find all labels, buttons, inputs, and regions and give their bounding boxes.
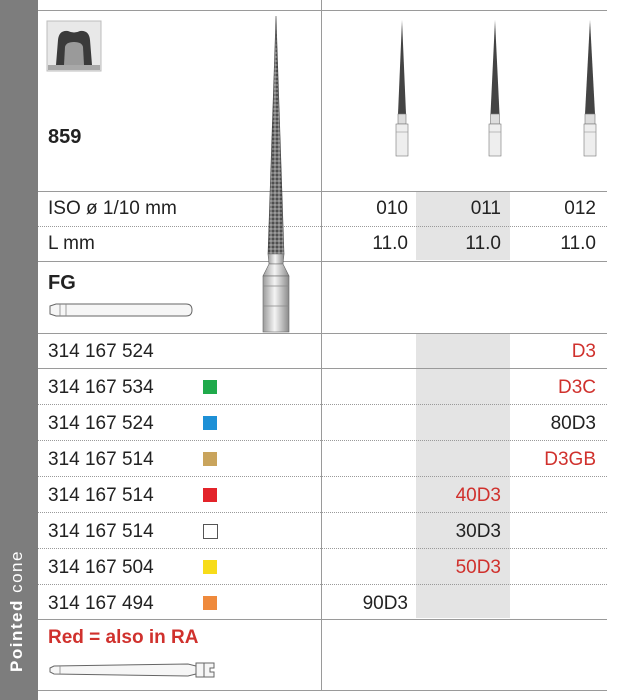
divider-row-7	[38, 584, 607, 585]
divider-dotted	[38, 226, 607, 227]
order-code: 314 167 524	[48, 413, 154, 434]
divider-footer	[38, 619, 607, 620]
color-ring-swatch	[203, 524, 218, 539]
length-value-012: 11.0	[560, 233, 596, 254]
ra-shank-icon	[49, 662, 215, 678]
color-ring-swatch	[203, 416, 217, 430]
iso-value-012: 012	[564, 198, 596, 219]
length-value-010: 11.0	[372, 233, 408, 254]
iso-label: ISO ø 1/10 mm	[48, 198, 177, 219]
order-code: 314 167 514	[48, 521, 154, 542]
column-divider	[321, 0, 322, 690]
divider-header	[38, 191, 607, 192]
length-value-011: 11.0	[465, 233, 501, 254]
table-bottom-border	[38, 690, 607, 691]
divider-shank	[38, 261, 607, 262]
bur-size-011-image	[488, 20, 502, 157]
divider-rows-top	[38, 333, 607, 334]
order-code: 314 167 514	[48, 449, 154, 470]
side-band: Pointed cone	[0, 0, 38, 700]
order-value: 50D3	[455, 557, 501, 578]
color-ring-swatch	[203, 560, 217, 574]
color-ring-swatch	[203, 488, 217, 502]
order-code: 314 167 504	[48, 557, 154, 578]
iso-value-011: 011	[470, 198, 501, 219]
order-value: 40D3	[455, 485, 501, 506]
iso-value-010: 010	[376, 198, 408, 219]
side-label: Pointed cone	[7, 550, 27, 672]
order-value: D3	[571, 341, 596, 362]
color-ring-swatch	[203, 452, 217, 466]
crown-preparation-icon	[46, 20, 102, 72]
product-number: 859	[48, 126, 82, 148]
order-code: 314 167 494	[48, 593, 154, 614]
order-value: 80D3	[550, 413, 596, 434]
fg-shank-icon	[49, 303, 193, 317]
divider-row-6	[38, 548, 607, 549]
side-label-regular: cone	[7, 550, 26, 593]
bur-size-012-image	[583, 20, 597, 157]
divider-row-4	[38, 476, 607, 477]
table-top-border	[38, 10, 607, 11]
divider-row-5	[38, 512, 607, 513]
shank-label: FG	[48, 272, 76, 294]
order-value: D3C	[557, 377, 596, 398]
order-code: 314 167 524	[48, 341, 154, 362]
side-label-bold: Pointed	[7, 599, 26, 672]
order-code: 314 167 514	[48, 485, 154, 506]
footer-note: Red = also in RA	[48, 627, 199, 648]
color-ring-swatch	[203, 380, 217, 394]
order-value: 90D3	[362, 593, 408, 614]
order-code: 314 167 534	[48, 377, 154, 398]
order-value: 30D3	[455, 521, 501, 542]
divider-row-3	[38, 440, 607, 441]
color-ring-swatch	[203, 596, 217, 610]
bur-size-010-image	[395, 20, 409, 157]
divider-row-2	[38, 404, 607, 405]
divider-row-1	[38, 368, 607, 369]
length-label: L mm	[48, 233, 95, 254]
order-value: D3GB	[544, 449, 596, 470]
bur-large-image	[262, 15, 290, 333]
